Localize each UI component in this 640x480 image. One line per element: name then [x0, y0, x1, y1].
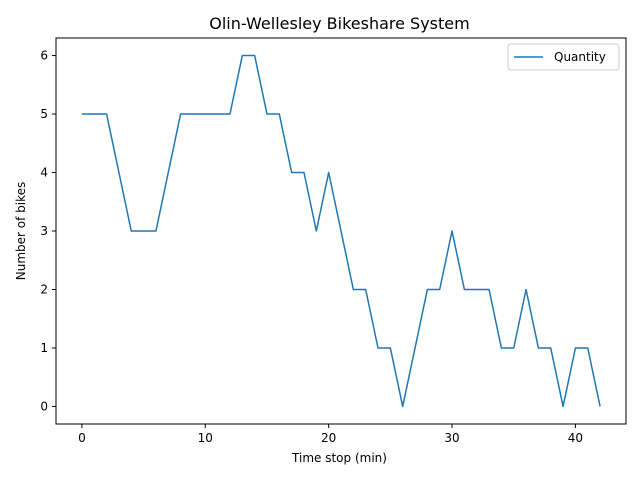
y-axis-label: Number of bikes: [14, 182, 28, 281]
y-tick-label: 2: [40, 282, 48, 296]
chart-title: Olin-Wellesley Bikeshare System: [209, 14, 469, 33]
x-axis: 0 10 20 30 40: [78, 424, 583, 445]
series-group: [81, 54, 601, 408]
x-tick-label: 20: [321, 431, 336, 445]
x-tick-label: 10: [198, 431, 213, 445]
y-tick-label: 4: [40, 166, 48, 180]
x-axis-label: Time stop (min): [291, 451, 387, 465]
y-axis: 0 1 2 3 4 5 6: [40, 49, 56, 413]
legend-label: Quantity: [554, 50, 606, 64]
x-tick-label: 30: [444, 431, 459, 445]
y-tick-label: 1: [40, 341, 48, 355]
x-tick-label: 0: [78, 431, 86, 445]
y-tick-label: 0: [40, 399, 48, 413]
y-tick-label: 3: [40, 224, 48, 238]
y-tick-label: 6: [40, 49, 48, 63]
series-line-quantity: [81, 54, 601, 408]
legend-box: [507, 43, 620, 71]
x-tick-label: 40: [568, 431, 583, 445]
legend: Quantity: [507, 43, 620, 71]
y-tick-label: 5: [40, 107, 48, 121]
